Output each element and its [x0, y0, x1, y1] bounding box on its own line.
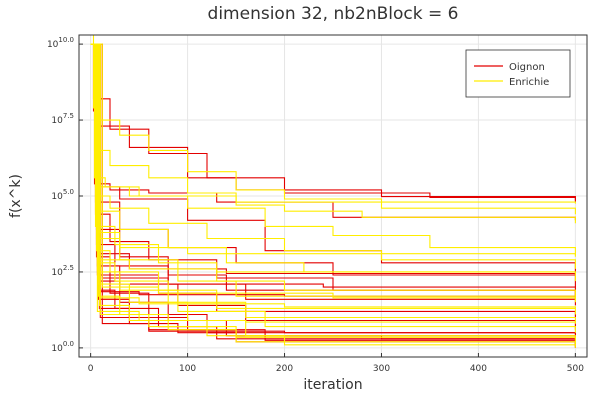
series-line-enrichie-19 — [90, 43, 576, 256]
x-tick-label: 300 — [373, 364, 390, 374]
series-line-enrichie-16 — [90, 43, 576, 274]
legend-label-enrichie: Enrichie — [509, 77, 549, 88]
x-tick-label: 0 — [88, 364, 94, 374]
legend-box — [465, 49, 571, 98]
series-line-oignon-2 — [90, 43, 576, 221]
x-axis: 0 100 200 300 400 500 — [88, 353, 584, 374]
x-tick-label: 400 — [470, 364, 487, 374]
series-line-enrichie-5 — [90, 43, 576, 297]
x-axis-label: iteration — [303, 377, 362, 393]
plot-area — [90, 34, 576, 348]
x-tick-label: 100 — [179, 364, 196, 374]
legend-label-oignon: Oignon — [509, 62, 545, 73]
series-line-enrichie-1 — [90, 43, 576, 224]
series-line-enrichie-2 — [90, 43, 576, 257]
chart-title: dimension 32, nb2nBlock = 6 — [208, 4, 459, 24]
series-enrichie — [90, 34, 576, 348]
series-line-enrichie-15 — [90, 43, 576, 301]
series-line-enrichie-17 — [90, 43, 576, 204]
x-tick-label: 200 — [276, 364, 293, 374]
y-axis-label: f(x^k) — [8, 174, 24, 218]
series-line-enrichie-18 — [90, 43, 576, 324]
legend: Oignon Enrichie — [465, 49, 571, 98]
series-line-enrichie-14 — [90, 43, 576, 309]
x-tick-label: 500 — [567, 364, 584, 374]
